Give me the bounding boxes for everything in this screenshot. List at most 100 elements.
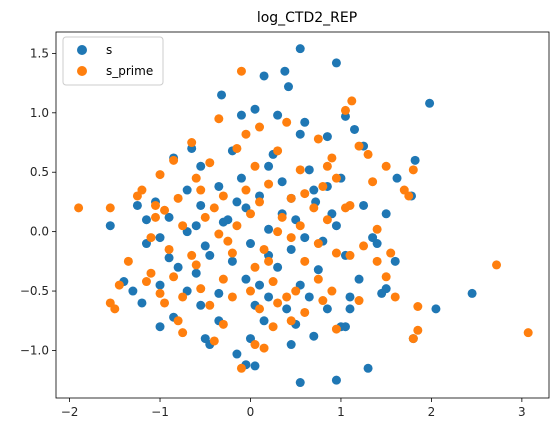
- y-axis-ticks: −1.0 −0.5 0.0 0.5 1.0 1.5: [20, 46, 56, 357]
- y-tick-label: 0.5: [30, 165, 49, 179]
- data-point: [187, 250, 197, 260]
- data-point: [223, 236, 233, 246]
- data-point: [331, 173, 341, 183]
- legend-label-s-prime: s_prime: [106, 64, 153, 78]
- legend: s s_prime: [62, 36, 164, 86]
- data-point: [340, 203, 350, 213]
- data-point: [250, 340, 260, 350]
- data-point: [282, 117, 292, 127]
- data-point: [273, 298, 283, 308]
- chart-title: log_CTD2_REP: [257, 10, 357, 26]
- points-layer: [74, 44, 533, 388]
- data-point: [318, 181, 328, 191]
- data-point: [169, 272, 179, 282]
- data-point: [413, 325, 423, 335]
- data-point: [425, 98, 435, 108]
- data-point: [313, 265, 323, 275]
- data-point: [295, 221, 305, 231]
- data-point: [146, 233, 156, 243]
- data-point: [214, 114, 224, 124]
- x-tick-label: 2: [428, 405, 436, 419]
- data-point: [205, 250, 215, 260]
- data-point: [227, 292, 237, 302]
- data-point: [386, 248, 396, 258]
- data-point: [372, 256, 382, 266]
- data-point: [282, 304, 292, 314]
- data-point: [245, 286, 255, 296]
- data-point: [151, 212, 160, 222]
- x-tick-label: −2: [61, 405, 79, 419]
- data-point: [245, 239, 255, 249]
- data-point: [173, 316, 183, 326]
- data-point: [214, 288, 224, 298]
- data-point: [217, 90, 227, 100]
- data-point: [259, 244, 269, 254]
- data-point: [151, 200, 160, 210]
- data-point: [280, 66, 290, 76]
- data-point: [178, 292, 188, 302]
- data-point: [372, 224, 382, 234]
- data-point: [354, 274, 364, 284]
- data-point: [123, 256, 133, 266]
- data-point: [155, 280, 165, 290]
- data-point: [241, 129, 251, 139]
- data-point: [164, 253, 174, 263]
- data-point: [105, 203, 115, 213]
- data-point: [132, 191, 142, 201]
- data-point: [431, 304, 441, 314]
- data-point: [227, 256, 237, 266]
- data-point: [173, 193, 183, 203]
- data-point: [132, 200, 142, 210]
- data-point: [413, 302, 423, 311]
- data-point: [304, 292, 314, 302]
- data-point: [250, 161, 260, 171]
- data-point: [264, 161, 274, 171]
- data-point: [345, 304, 355, 314]
- data-point: [291, 286, 301, 296]
- data-point: [277, 177, 287, 187]
- data-point: [286, 244, 296, 254]
- data-point: [114, 280, 124, 290]
- data-point: [250, 361, 260, 371]
- data-point: [340, 322, 350, 332]
- data-point: [523, 328, 533, 338]
- data-point: [331, 248, 341, 258]
- data-point: [164, 212, 174, 222]
- data-point: [327, 153, 337, 163]
- data-point: [110, 304, 120, 314]
- data-point: [331, 324, 341, 334]
- data-point: [322, 132, 332, 142]
- data-point: [467, 288, 477, 298]
- data-point: [191, 260, 201, 270]
- data-point: [318, 296, 328, 306]
- data-point: [273, 262, 283, 272]
- data-point: [259, 343, 269, 353]
- data-point: [223, 215, 233, 225]
- data-point: [264, 256, 274, 266]
- y-tick-label: 1.5: [30, 46, 49, 60]
- data-point: [322, 304, 332, 314]
- data-point: [191, 173, 201, 183]
- data-point: [187, 138, 197, 148]
- data-point: [390, 256, 400, 266]
- data-point: [300, 117, 310, 127]
- y-tick-label: 0.0: [30, 225, 49, 239]
- y-tick-label: −1.0: [20, 343, 49, 357]
- y-tick-label: −0.5: [20, 284, 49, 298]
- data-point: [300, 189, 310, 199]
- data-point: [295, 378, 305, 388]
- data-point: [404, 191, 414, 201]
- data-point: [137, 298, 147, 308]
- data-point: [241, 185, 251, 195]
- data-point: [273, 146, 283, 156]
- data-point: [408, 165, 418, 175]
- x-tick-label: 0: [247, 405, 255, 419]
- legend-marker-s: [77, 45, 87, 55]
- data-point: [236, 66, 246, 76]
- data-point: [205, 300, 215, 310]
- data-point: [309, 203, 319, 213]
- data-point: [255, 122, 265, 132]
- data-point: [345, 250, 355, 260]
- data-point: [169, 155, 179, 165]
- data-point: [196, 185, 206, 195]
